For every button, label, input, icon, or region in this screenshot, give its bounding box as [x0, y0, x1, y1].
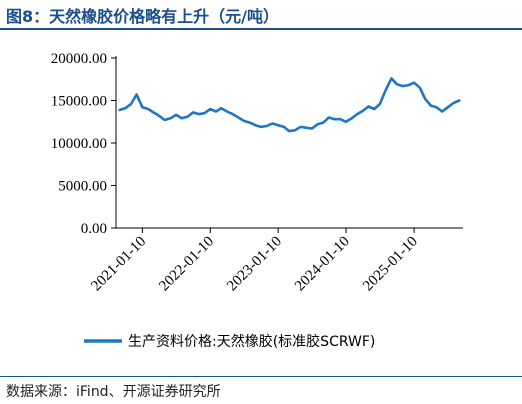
y-tick-label: 0.00 [81, 221, 107, 237]
series-line [118, 77, 461, 133]
x-tick-label: 2021-01-10 [88, 234, 149, 295]
source-rule [0, 376, 522, 377]
y-tick-label: 10000.00 [51, 136, 107, 152]
source-note: 数据来源：iFind、开源证券研究所 [6, 384, 221, 400]
title-rule [0, 28, 522, 30]
x-tick-label: 2023-01-10 [224, 234, 285, 295]
x-tick-label: 2025-01-10 [360, 234, 421, 295]
legend-label: 生产资料价格:天然橡胶(标准胶SCRWF) [128, 333, 375, 350]
y-tick-label: 5000.00 [58, 179, 107, 195]
figure-title: 图8：天然橡胶价格略有上升（元/吨） [6, 7, 279, 26]
x-tick-label: 2022-01-10 [156, 234, 217, 295]
y-tick-label: 15000.00 [51, 94, 107, 110]
x-tick-label: 2024-01-10 [292, 234, 353, 295]
y-tick-label: 20000.00 [51, 51, 107, 67]
